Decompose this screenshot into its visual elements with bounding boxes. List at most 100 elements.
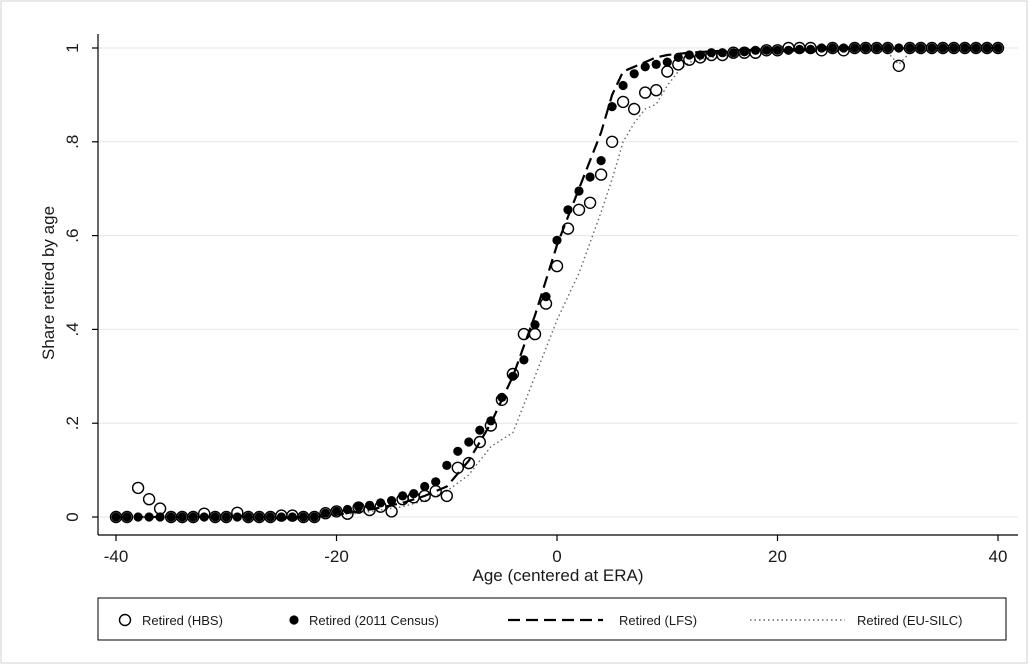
- series-1-point: [927, 43, 937, 53]
- series-1-point: [938, 43, 948, 53]
- series-1-point: [817, 43, 827, 53]
- series-1-point: [596, 156, 606, 166]
- series-0-point: [561, 222, 575, 235]
- series-1-point: [243, 512, 253, 522]
- series-1-point: [298, 512, 308, 522]
- series-1-point: [398, 491, 408, 501]
- y-tick-label-5: 1: [63, 43, 82, 52]
- series-1-point: [761, 45, 772, 55]
- series-0-point: [605, 135, 619, 149]
- series-1-point: [905, 43, 915, 53]
- series-1-point: [585, 172, 595, 182]
- axes: [97, 34, 1018, 536]
- series-1-point: [750, 45, 761, 55]
- series-0-point: [650, 83, 663, 97]
- series-1-point: [828, 43, 838, 53]
- series-1-point: [254, 512, 264, 522]
- series-0-point: [308, 510, 321, 524]
- series-1-point: [387, 496, 397, 506]
- series-1-point: [629, 69, 639, 79]
- series-1-point: [320, 508, 331, 518]
- series-1-point: [673, 52, 683, 63]
- y-tick-label-4: .8: [63, 135, 82, 149]
- series-0-point: [440, 489, 453, 503]
- x-tick-label-1: -20: [324, 547, 349, 566]
- series-0-point: [220, 510, 233, 524]
- series-1-point: [552, 235, 562, 245]
- series-1-point: [475, 425, 485, 435]
- series-1-point: [883, 43, 893, 53]
- series-1-point: [453, 446, 463, 456]
- series-1-point: [232, 512, 242, 522]
- x-axis-title: Age (centered at ERA): [472, 566, 643, 585]
- series-0-point: [528, 327, 542, 341]
- series-1-point: [221, 512, 231, 522]
- series-1-point: [684, 50, 694, 60]
- series-1-point: [155, 512, 165, 522]
- series-1-point: [133, 512, 143, 522]
- series-1-point: [530, 320, 540, 330]
- y-tick-label-0: 0: [63, 512, 82, 521]
- series-0-point: [473, 435, 486, 449]
- y-tick-label-3: .6: [63, 229, 82, 243]
- series-1-point: [409, 489, 419, 499]
- series-1-point: [607, 102, 617, 112]
- series-1-point: [651, 59, 661, 69]
- series-1-point: [166, 512, 176, 522]
- series-1-point: [431, 477, 441, 487]
- series-0-point: [517, 327, 531, 341]
- legend-label-1: Retired (2011 Census): [309, 613, 439, 628]
- series-0-point: [186, 510, 200, 524]
- series-1-point: [144, 512, 154, 522]
- series-1-point: [519, 355, 529, 365]
- series-0-point: [120, 510, 134, 524]
- series-1-point: [618, 80, 628, 91]
- x-tick-label-4: 40: [989, 547, 1008, 566]
- legend-label-3: Retired (EU-SILC): [857, 613, 962, 628]
- series-1-point: [342, 504, 353, 515]
- series-0-point: [131, 481, 145, 495]
- series-1-point: [563, 205, 573, 215]
- series-0-point: [892, 59, 905, 73]
- series-1-point: [497, 392, 507, 402]
- series-1-point: [574, 186, 584, 196]
- series-0-point: [594, 168, 608, 181]
- series-1-point: [706, 48, 717, 58]
- series-0-markers: [109, 41, 1005, 524]
- series-1-point: [111, 512, 121, 522]
- series-1-point: [354, 502, 364, 512]
- series-0-point: [550, 259, 564, 273]
- series-1-point: [486, 416, 496, 426]
- legend-label-2: Retired (LFS): [619, 613, 697, 628]
- x-ticks: -40 -20 0 20 40: [104, 535, 1008, 566]
- series-1-point: [287, 512, 297, 522]
- series-0-point: [583, 196, 597, 210]
- x-tick-label-0: -40: [104, 547, 129, 566]
- series-1-point: [640, 62, 650, 72]
- series-1-point: [850, 43, 860, 53]
- legend-items: Retired (HBS) Retired (2011 Census) Retire…: [118, 613, 962, 628]
- series-1-point: [949, 43, 959, 53]
- series-1-point: [872, 43, 882, 53]
- series-1-point: [739, 47, 750, 57]
- plot-series: [109, 41, 1005, 524]
- legend-label-0: Retired (HBS): [142, 613, 223, 628]
- series-1-point: [806, 44, 816, 55]
- series-1-point: [309, 512, 319, 522]
- series-1-point: [839, 43, 849, 53]
- series-1-point: [122, 512, 132, 522]
- series-1-point: [177, 512, 187, 522]
- series-1-point: [728, 48, 739, 58]
- series-1-point: [188, 512, 198, 522]
- series-0-point: [418, 489, 431, 503]
- series-0-point: [385, 505, 398, 518]
- series-1-markers: [111, 43, 1003, 522]
- y-tick-label-1: .2: [63, 416, 82, 430]
- x-tick-label-3: 20: [768, 547, 787, 566]
- grid-lines: [98, 47, 1018, 518]
- series-1-point: [276, 512, 286, 522]
- series-1-point: [695, 50, 705, 60]
- series-0-point: [881, 41, 894, 55]
